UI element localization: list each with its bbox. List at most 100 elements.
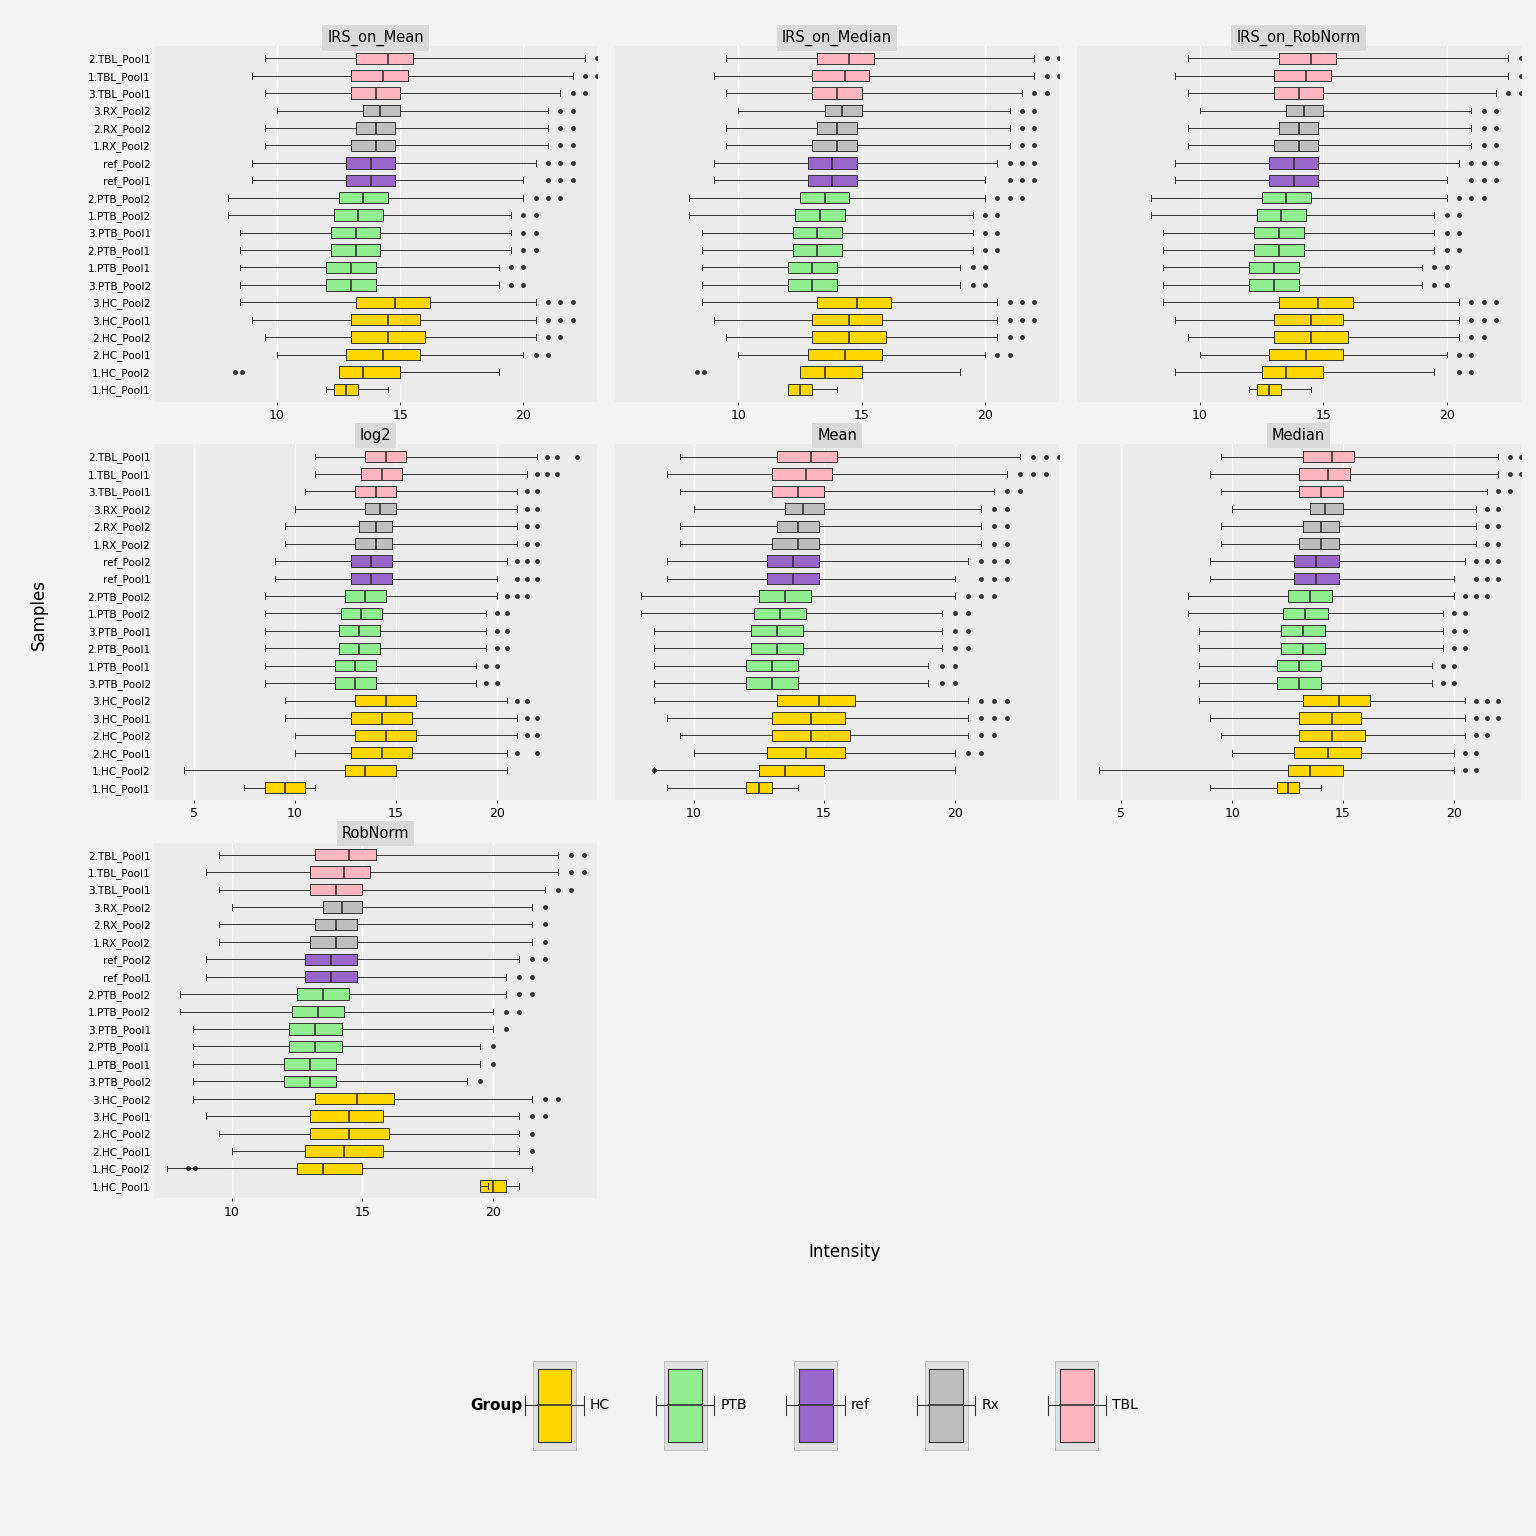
Text: Group: Group bbox=[470, 1398, 522, 1413]
PathPatch shape bbox=[1281, 625, 1326, 636]
PathPatch shape bbox=[1256, 384, 1281, 395]
PathPatch shape bbox=[1283, 608, 1327, 619]
PathPatch shape bbox=[346, 157, 395, 169]
PathPatch shape bbox=[746, 782, 773, 793]
PathPatch shape bbox=[338, 192, 389, 203]
PathPatch shape bbox=[808, 175, 857, 186]
PathPatch shape bbox=[813, 140, 857, 151]
PathPatch shape bbox=[333, 209, 382, 221]
PathPatch shape bbox=[310, 883, 362, 895]
PathPatch shape bbox=[777, 694, 856, 707]
PathPatch shape bbox=[366, 504, 396, 515]
PathPatch shape bbox=[773, 538, 819, 550]
Text: Intensity: Intensity bbox=[808, 1243, 882, 1261]
PathPatch shape bbox=[1295, 556, 1339, 567]
PathPatch shape bbox=[284, 1058, 336, 1069]
PathPatch shape bbox=[1299, 730, 1366, 740]
PathPatch shape bbox=[306, 1146, 384, 1157]
PathPatch shape bbox=[296, 1163, 362, 1174]
PathPatch shape bbox=[800, 367, 862, 378]
Title: Median: Median bbox=[1272, 429, 1326, 442]
PathPatch shape bbox=[350, 313, 419, 326]
PathPatch shape bbox=[825, 104, 862, 117]
PathPatch shape bbox=[754, 608, 806, 619]
PathPatch shape bbox=[356, 123, 395, 134]
PathPatch shape bbox=[315, 849, 375, 860]
PathPatch shape bbox=[355, 694, 416, 707]
PathPatch shape bbox=[793, 227, 842, 238]
PathPatch shape bbox=[1273, 71, 1330, 81]
PathPatch shape bbox=[1299, 485, 1342, 498]
PathPatch shape bbox=[785, 504, 825, 515]
PathPatch shape bbox=[773, 485, 825, 498]
PathPatch shape bbox=[284, 1075, 336, 1087]
Title: RobNorm: RobNorm bbox=[343, 826, 409, 842]
PathPatch shape bbox=[315, 919, 358, 931]
PathPatch shape bbox=[817, 52, 874, 65]
Text: ref: ref bbox=[851, 1398, 869, 1413]
Title: Mean: Mean bbox=[817, 429, 857, 442]
PathPatch shape bbox=[326, 280, 375, 290]
Text: TBL: TBL bbox=[1112, 1398, 1138, 1413]
PathPatch shape bbox=[1281, 642, 1326, 654]
PathPatch shape bbox=[352, 573, 392, 584]
PathPatch shape bbox=[356, 52, 413, 65]
PathPatch shape bbox=[813, 88, 862, 98]
PathPatch shape bbox=[1249, 280, 1299, 290]
PathPatch shape bbox=[1261, 192, 1312, 203]
PathPatch shape bbox=[759, 590, 811, 602]
PathPatch shape bbox=[332, 244, 381, 255]
PathPatch shape bbox=[1286, 104, 1324, 117]
PathPatch shape bbox=[1273, 313, 1342, 326]
Text: HC: HC bbox=[590, 1398, 610, 1413]
PathPatch shape bbox=[355, 538, 392, 550]
PathPatch shape bbox=[1269, 175, 1318, 186]
PathPatch shape bbox=[346, 349, 419, 361]
PathPatch shape bbox=[788, 280, 837, 290]
PathPatch shape bbox=[341, 608, 381, 619]
PathPatch shape bbox=[361, 468, 402, 479]
PathPatch shape bbox=[1276, 677, 1321, 688]
PathPatch shape bbox=[359, 521, 392, 531]
PathPatch shape bbox=[356, 296, 430, 307]
PathPatch shape bbox=[310, 1127, 389, 1140]
PathPatch shape bbox=[1303, 452, 1355, 462]
PathPatch shape bbox=[479, 1180, 505, 1192]
PathPatch shape bbox=[323, 902, 362, 912]
PathPatch shape bbox=[310, 1111, 384, 1121]
PathPatch shape bbox=[1273, 332, 1349, 343]
PathPatch shape bbox=[817, 123, 857, 134]
PathPatch shape bbox=[296, 989, 349, 1000]
PathPatch shape bbox=[362, 104, 401, 117]
Text: Samples: Samples bbox=[29, 579, 48, 650]
PathPatch shape bbox=[817, 296, 891, 307]
PathPatch shape bbox=[773, 730, 849, 740]
Title: log2: log2 bbox=[359, 429, 392, 442]
PathPatch shape bbox=[1279, 123, 1318, 134]
Text: Rx: Rx bbox=[982, 1398, 1000, 1413]
Text: PTB: PTB bbox=[720, 1398, 746, 1413]
PathPatch shape bbox=[1303, 694, 1370, 707]
Title: IRS_on_Mean: IRS_on_Mean bbox=[327, 29, 424, 46]
PathPatch shape bbox=[1273, 140, 1318, 151]
PathPatch shape bbox=[773, 468, 833, 479]
PathPatch shape bbox=[355, 730, 416, 740]
PathPatch shape bbox=[1279, 296, 1353, 307]
PathPatch shape bbox=[796, 209, 845, 221]
PathPatch shape bbox=[339, 642, 379, 654]
PathPatch shape bbox=[346, 590, 386, 602]
PathPatch shape bbox=[766, 573, 819, 584]
PathPatch shape bbox=[773, 713, 845, 723]
PathPatch shape bbox=[306, 954, 358, 965]
PathPatch shape bbox=[1295, 746, 1361, 759]
PathPatch shape bbox=[352, 713, 412, 723]
PathPatch shape bbox=[306, 971, 358, 983]
PathPatch shape bbox=[1295, 573, 1339, 584]
PathPatch shape bbox=[813, 71, 869, 81]
PathPatch shape bbox=[746, 660, 799, 671]
PathPatch shape bbox=[310, 866, 370, 877]
PathPatch shape bbox=[350, 140, 395, 151]
PathPatch shape bbox=[1276, 660, 1321, 671]
PathPatch shape bbox=[1273, 88, 1324, 98]
PathPatch shape bbox=[366, 452, 406, 462]
